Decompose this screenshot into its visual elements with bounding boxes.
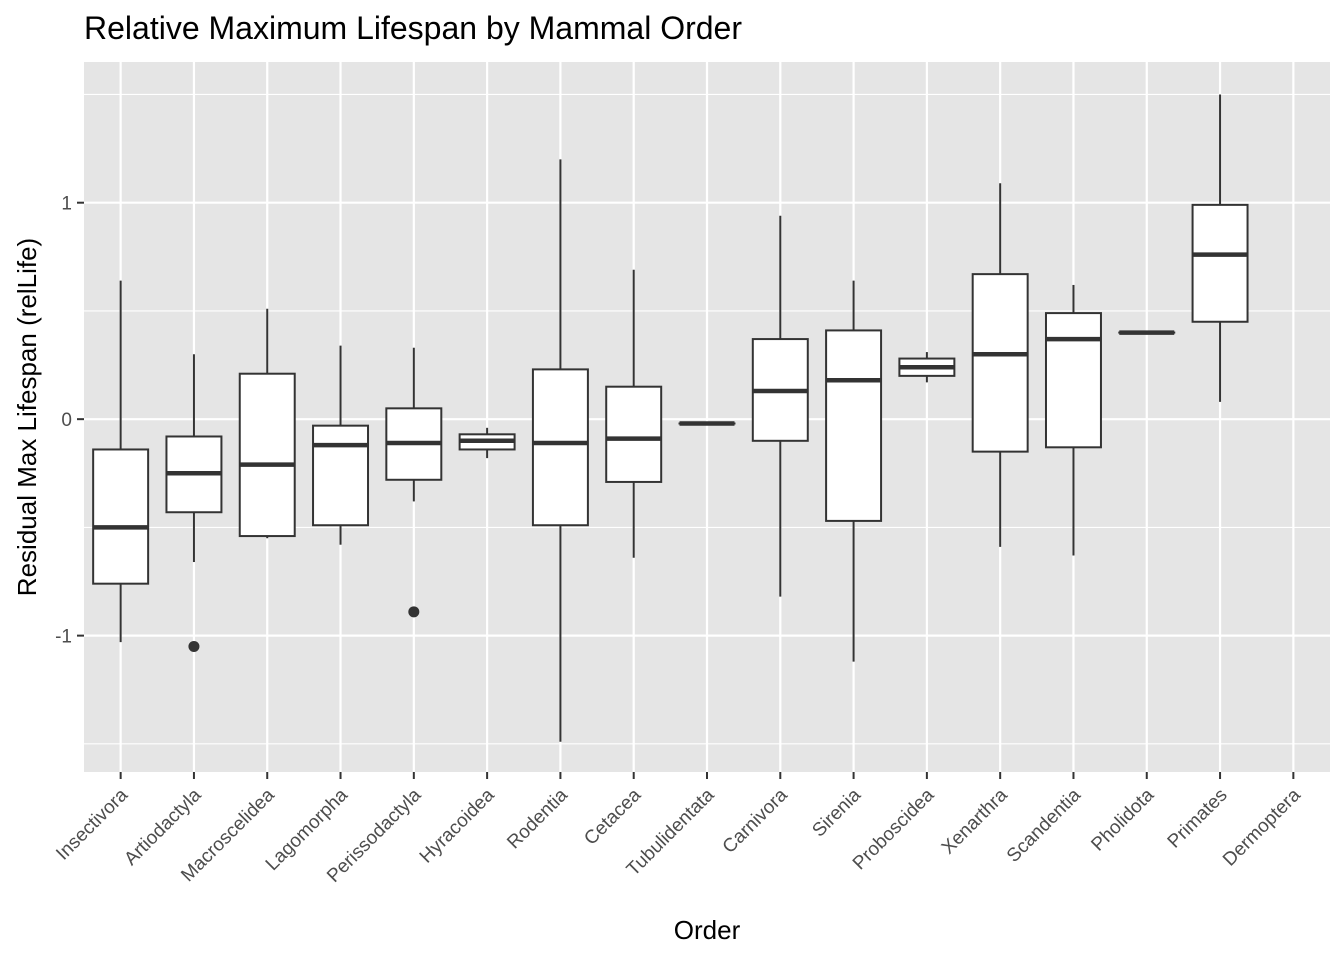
outlier-point	[408, 606, 420, 618]
y-tick-label: -1	[55, 627, 72, 648]
box-xenarthra	[971, 183, 1029, 547]
box-iqr	[312, 424, 370, 527]
x-tick-label: Carnivora	[719, 784, 792, 857]
box-iqr	[531, 368, 589, 527]
y-axis-title: Residual Max Lifespan (relLife)	[12, 238, 42, 596]
x-tick-label: Rodentia	[503, 784, 572, 853]
y-tick-label: 1	[61, 194, 72, 215]
x-tick-label: Hyracoidea	[416, 784, 499, 867]
box-cetacea	[605, 269, 663, 558]
boxes	[92, 94, 1249, 742]
box-sirenia	[825, 280, 883, 662]
y-axis: -1 0 1	[55, 194, 84, 648]
outlier-point	[188, 640, 200, 652]
x-axis: InsectivoraArtiodactylaMacroscelideaLago…	[52, 772, 1305, 887]
x-tick-label: Pholidota	[1087, 784, 1158, 855]
box-scandentia	[1044, 284, 1102, 556]
box-macroscelidea	[238, 308, 296, 539]
x-tick-label: Insectivora	[52, 784, 132, 864]
box-iqr	[1044, 312, 1102, 449]
box-primates	[1191, 94, 1249, 402]
x-tick-label: Sirenia	[808, 784, 865, 841]
box-iqr	[92, 448, 150, 585]
box-hyracoidea	[458, 427, 516, 459]
box-perissodactyla	[385, 347, 443, 618]
box-iqr	[238, 372, 296, 538]
box-iqr	[971, 273, 1029, 453]
x-tick-label: Xenarthra	[938, 784, 1012, 858]
box-artiodactyla	[165, 354, 223, 652]
x-tick-label: Cetacea	[580, 784, 645, 849]
box-insectivora	[92, 280, 150, 643]
box-carnivora	[751, 215, 809, 597]
box-lagomorpha	[312, 345, 370, 545]
y-tick-label: 0	[61, 410, 72, 431]
x-tick-label: Primates	[1164, 785, 1232, 853]
box-proboscidea	[898, 352, 956, 383]
box-rodentia	[531, 159, 589, 742]
x-tick-label: Dermoptera	[1219, 784, 1305, 870]
chart-title: Relative Maximum Lifespan by Mammal Orde…	[84, 10, 742, 46]
x-tick-label: Scandentia	[1003, 784, 1085, 866]
x-axis-title: Order	[674, 915, 741, 945]
box-iqr	[1191, 203, 1249, 323]
box-iqr	[825, 329, 883, 522]
box-iqr	[605, 385, 663, 483]
